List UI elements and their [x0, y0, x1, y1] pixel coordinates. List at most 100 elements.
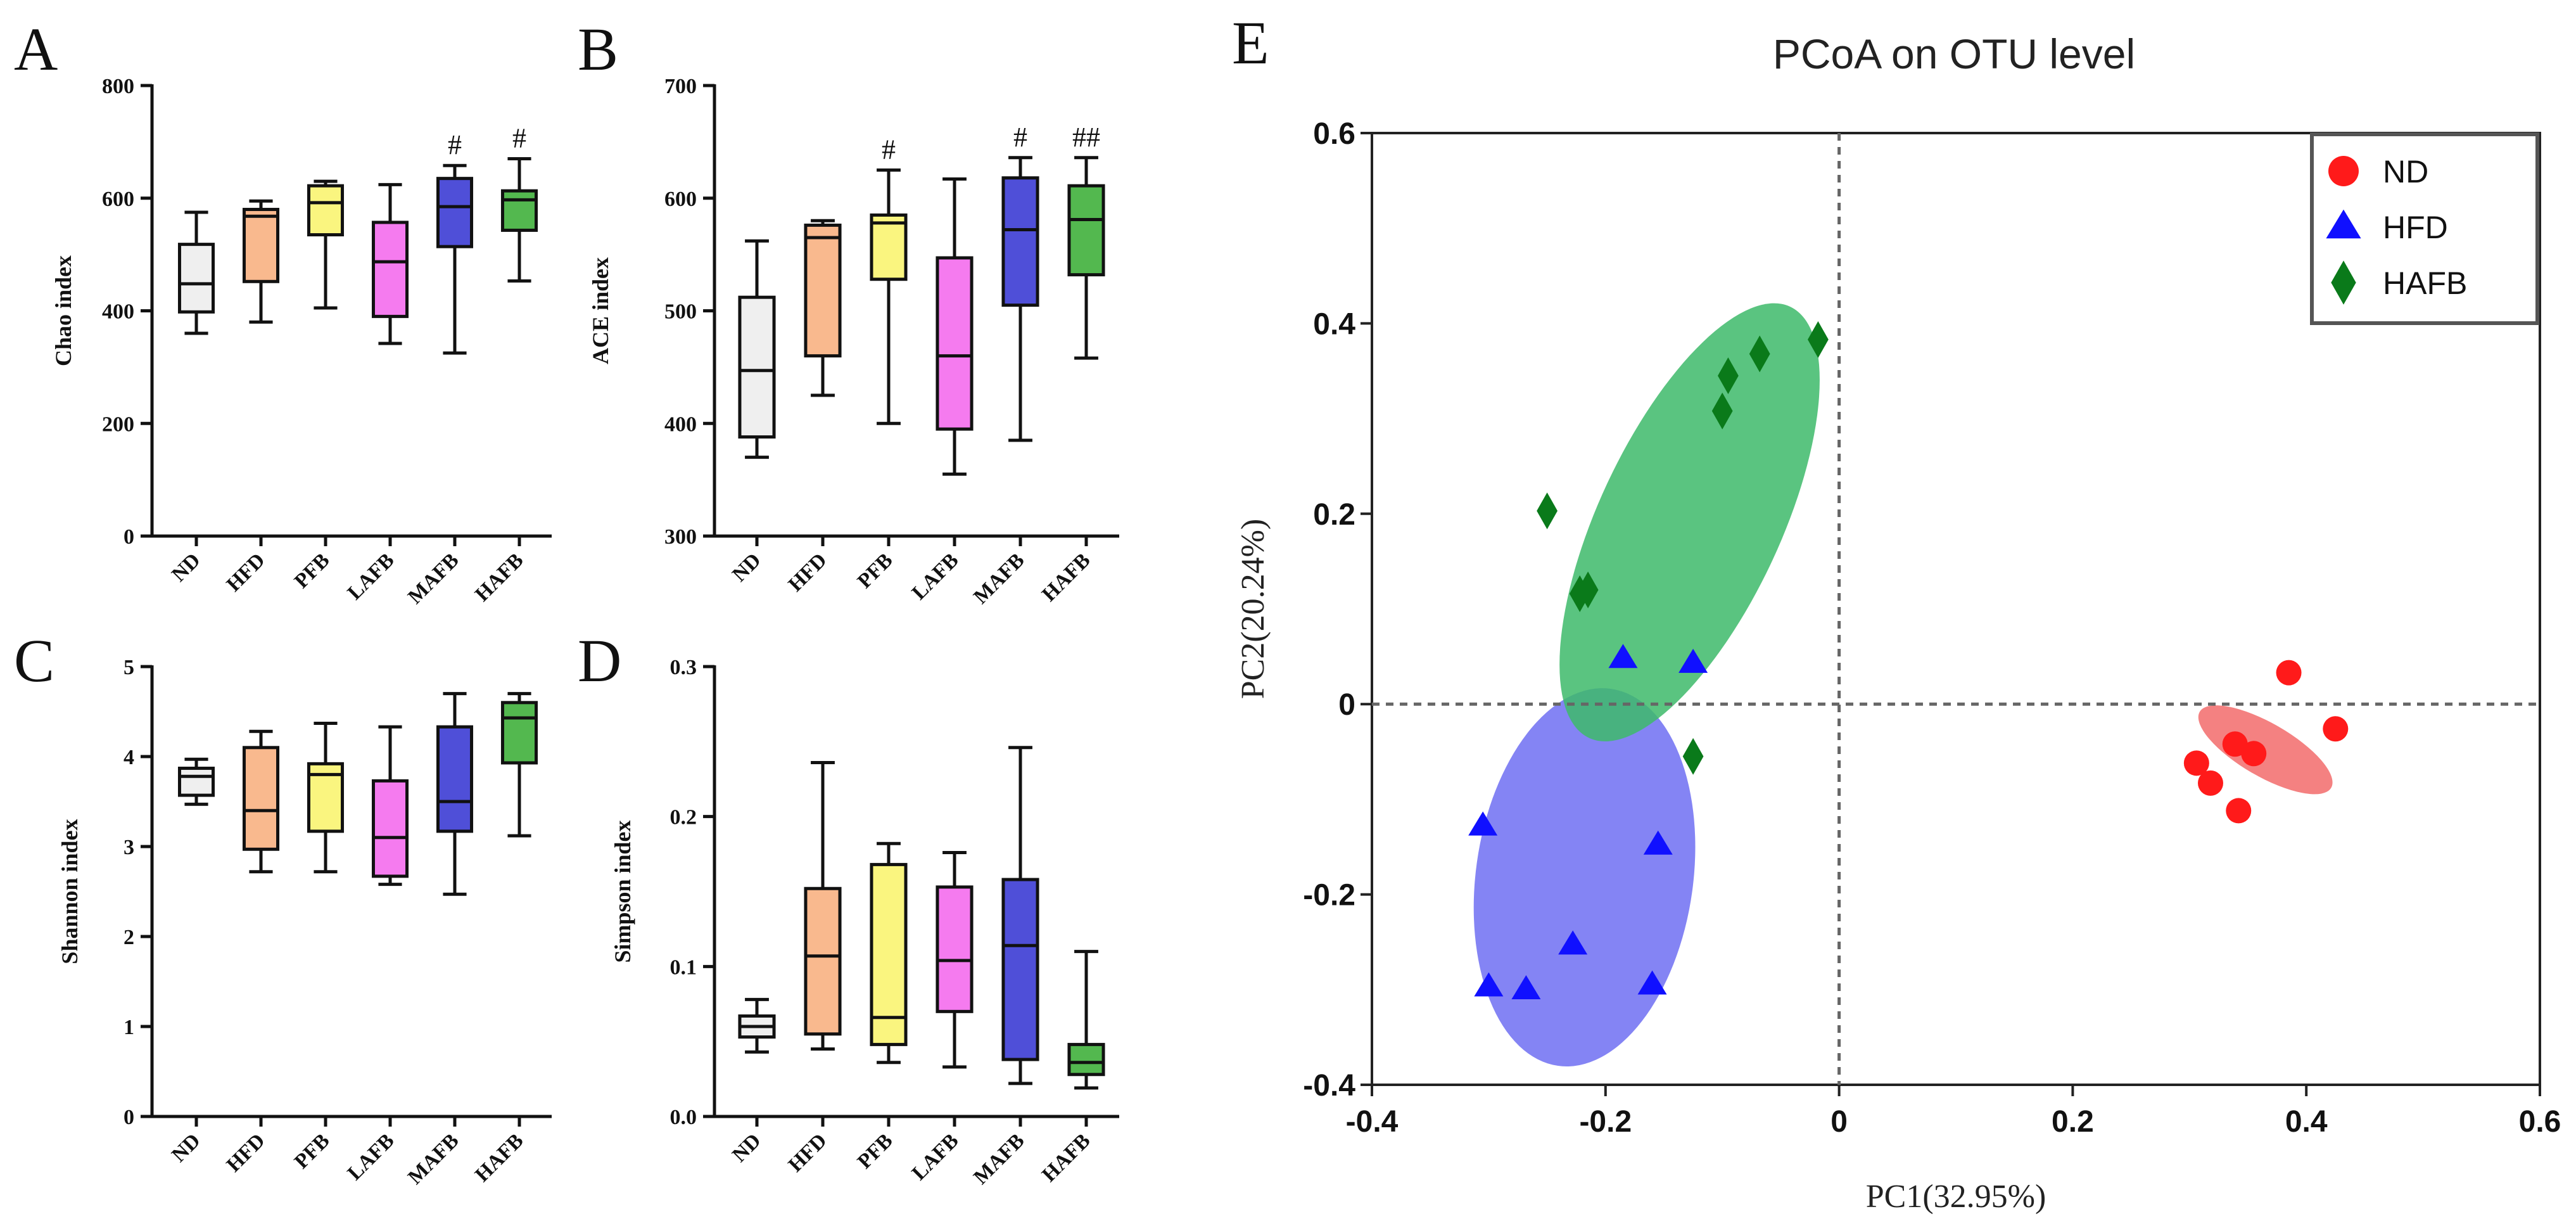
data-point-nd: [2276, 660, 2302, 686]
y-axis-label: ACE index: [588, 257, 613, 364]
box-body: [804, 223, 842, 358]
panel-d-simpson-chart: D 0.0 0.1 0.2 0.3 Simpson index ND HFD PFB LAFB MA…: [578, 627, 1119, 1189]
y-tick-label: 0: [1338, 688, 1355, 722]
x-tick-label: HFD: [222, 1129, 270, 1177]
box-body: [371, 779, 409, 878]
x-tick-label: 0.6: [2519, 1105, 2561, 1139]
significance-marker: #: [512, 123, 526, 154]
box-body: [307, 184, 345, 237]
legend-marker-hfd: [2326, 209, 2361, 239]
y-tick-label: 0.3: [670, 656, 697, 679]
y-tick-label: 500: [664, 300, 697, 324]
box-lafb: [371, 725, 409, 886]
box-body: [738, 295, 776, 439]
y-tick-label: 700: [664, 75, 697, 98]
box-body: [870, 213, 908, 281]
box-body: [1001, 878, 1039, 1061]
panel-letter: E: [1232, 9, 1269, 77]
box-lafb: [936, 177, 974, 476]
y-tick-label: 400: [664, 413, 697, 436]
x-tick-label: HAFB: [1037, 549, 1094, 606]
legend-label-nd: ND: [2383, 154, 2428, 189]
y-tick-label: 2: [124, 926, 134, 949]
y-tick-label: 3: [124, 836, 134, 859]
x-tick-label: PFB: [853, 1129, 898, 1174]
y-tick-label: 5: [124, 656, 134, 679]
y-axis-label: Shannon index: [57, 819, 82, 964]
significance-marker: #: [1013, 122, 1027, 153]
box-body: [1067, 1042, 1105, 1077]
panel-e-pcoa-chart: E PCoA on OTU level -0.4 -0.2 0 0.2 0.4 0.6 -0.4…: [1232, 9, 2561, 1215]
data-point-hfd: [1637, 970, 1667, 995]
x-tick-label: HFD: [784, 1129, 832, 1177]
data-point-nd: [2222, 731, 2248, 757]
legend: ND HFD HAFB: [2310, 132, 2539, 325]
box-body: [436, 177, 474, 248]
box-body: [177, 766, 215, 797]
data-point-hfd: [1511, 975, 1541, 999]
box-body: [242, 208, 280, 283]
x-tick-label: MAFB: [970, 549, 1029, 608]
box-lafb: [936, 850, 974, 1069]
data-point-hfd: [1643, 830, 1673, 855]
x-tick-label: 0: [1830, 1105, 1848, 1139]
box-hafb: [1067, 950, 1105, 1090]
box-pfb: [307, 721, 345, 874]
x-tick-label: ND: [167, 549, 205, 586]
x-tick-label: HAFB: [471, 1129, 528, 1186]
y-tick-label: 0.4: [1313, 307, 1355, 341]
data-point-hfd: [1468, 811, 1498, 836]
box-pfb: [870, 841, 908, 1065]
box-body: [500, 701, 538, 765]
panel-c-shannon-chart: C 0 1 2 3 4 5 Shannon index ND HFD PFB LAFB MAFB HAFB: [14, 627, 552, 1189]
x-axis-label: PC1(32.95%): [1866, 1179, 2046, 1215]
x-tick-label: 0.2: [2052, 1105, 2094, 1139]
x-tick-label: MAFB: [404, 549, 464, 608]
box-nd: [177, 757, 215, 806]
box-pfb: [307, 179, 345, 310]
x-tick-label: HFD: [222, 549, 270, 596]
x-tick-label: LAFB: [908, 549, 963, 604]
y-axis-label: Simpson index: [610, 820, 635, 963]
data-point-hafb: [1711, 392, 1733, 430]
y-tick-label: 0.2: [670, 806, 697, 829]
data-point-hfd: [1608, 644, 1638, 668]
y-tick-label: 0.0: [670, 1106, 697, 1129]
y-tick-label: 300: [664, 525, 697, 549]
x-tick-label: ND: [728, 549, 765, 586]
data-point-hfd: [1678, 648, 1708, 673]
x-tick-label: ND: [167, 1129, 205, 1167]
x-tick-label: ND: [728, 1129, 765, 1167]
data-point-hafb: [1682, 738, 1704, 775]
box-body: [870, 862, 908, 1046]
y-tick-label: 400: [102, 300, 134, 324]
data-point-nd: [2323, 716, 2349, 742]
significance-marker: #: [882, 134, 896, 165]
data-point-hafb: [1718, 357, 1739, 395]
significance-marker: #: [448, 129, 462, 160]
box-hfd: [242, 729, 280, 874]
data-point-hafb: [1537, 492, 1558, 530]
x-tick-label: HAFB: [1037, 1129, 1094, 1186]
y-tick-label: -0.4: [1303, 1069, 1355, 1103]
confidence-ellipse-hafb: [1559, 303, 1820, 742]
legend-label-hafb: HAFB: [2383, 265, 2467, 301]
y-tick-label: -0.2: [1303, 879, 1355, 912]
box-hfd: [804, 760, 842, 1051]
y-tick-label: 800: [102, 75, 134, 98]
x-tick-label: HFD: [784, 549, 832, 596]
data-point-hfd: [1558, 930, 1588, 955]
x-tick-label: MAFB: [970, 1129, 1029, 1189]
box-body: [1001, 176, 1039, 307]
box-hafb: [500, 692, 538, 838]
box-mafb: [436, 163, 474, 355]
data-point-hafb: [1808, 321, 1829, 358]
x-tick-label: MAFB: [404, 1129, 464, 1189]
box-body: [371, 221, 409, 318]
box-body: [804, 886, 842, 1036]
panel-a-chao-chart: A 0 200 400 600 800 Chao index ND HFD PFB LAFB MAFB…: [14, 15, 552, 608]
box-body: [936, 885, 974, 1013]
box-lafb: [371, 182, 409, 345]
y-tick-label: 600: [102, 188, 134, 211]
box-mafb: [1001, 156, 1039, 442]
